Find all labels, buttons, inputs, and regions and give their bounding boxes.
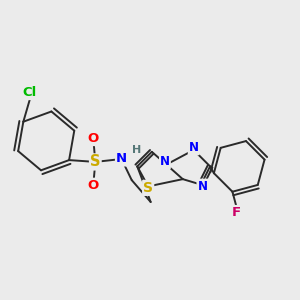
Text: H: H xyxy=(132,145,141,155)
Text: N: N xyxy=(189,141,199,154)
Text: O: O xyxy=(88,179,99,192)
Text: N: N xyxy=(116,152,127,166)
Text: N: N xyxy=(160,155,170,168)
Text: N: N xyxy=(197,180,207,193)
Text: F: F xyxy=(232,206,242,219)
Text: O: O xyxy=(88,132,99,145)
Text: Cl: Cl xyxy=(23,86,37,99)
Text: S: S xyxy=(90,154,101,169)
Text: S: S xyxy=(143,181,153,195)
